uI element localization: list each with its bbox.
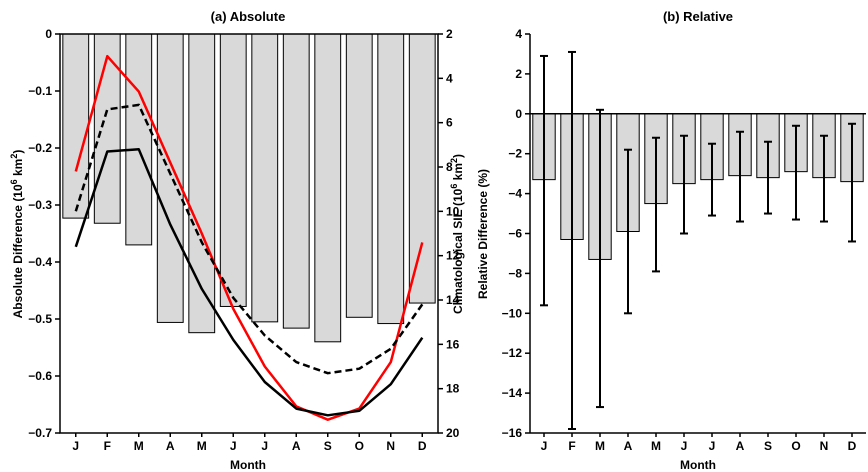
panel-b-title: (b) Relative xyxy=(663,9,733,24)
panel-a-ytick-right-label: 14 xyxy=(446,293,460,307)
panel-b-xtick-label: S xyxy=(764,439,772,453)
panel-b-xtick-label: N xyxy=(820,439,829,453)
panel-b-xtick-label: O xyxy=(791,439,800,453)
panel-a-ylabel-right: Climatological SIE (106 km2) xyxy=(449,154,465,314)
panel-a-ylabel-right-close: ) xyxy=(451,154,465,158)
panel-a-bar xyxy=(62,33,90,219)
panel-a-ylabel: Absolute Difference (106 km2) xyxy=(9,150,25,319)
panel-a-ytick-right-label: 12 xyxy=(446,249,460,263)
panel-a-bar xyxy=(314,33,342,343)
panel-b-xtick-label: M xyxy=(651,439,661,453)
panel-a-xtick-label: F xyxy=(104,439,111,453)
panel-a-ytick-label: −0.7 xyxy=(28,426,52,440)
panel-a-ytick-label: −0.1 xyxy=(28,84,52,98)
panel-a-line-0 xyxy=(74,54,424,421)
panel-a-line-2 xyxy=(74,148,424,417)
panel-b-ytick-label: 4 xyxy=(515,27,522,41)
panel-a-line-1 xyxy=(74,103,424,375)
panel-a-ylabel-sup2: 2 xyxy=(9,154,19,159)
panel-b-ytick-label: 0 xyxy=(515,107,522,121)
panel-a-ytick-right-label: 16 xyxy=(446,337,460,351)
panel-a-ytick-right-label: 8 xyxy=(446,160,453,174)
panel-a-ylabel-sup: 6 xyxy=(9,179,19,184)
panel-a-bar xyxy=(219,33,247,307)
panel-a-ytick-right-label: 20 xyxy=(446,426,460,440)
panel-b-xlabel: Month xyxy=(680,458,716,472)
panel-a-ytick-label: −0.4 xyxy=(28,255,52,269)
panel-a-ylabel-text: Absolute Difference (10 xyxy=(11,184,25,318)
panel-a-bar xyxy=(282,33,310,329)
panel-b-xtick-label: J xyxy=(681,439,688,453)
panel-a-xtick-label: D xyxy=(418,439,427,453)
panel-a-title: (a) Absolute xyxy=(211,9,286,24)
panel-a-ytick-label: −0.2 xyxy=(28,141,52,155)
panel-a-ylabel-right-sup: 6 xyxy=(449,184,459,189)
panel-a-bar xyxy=(408,33,436,304)
panel-a-ylabel-right-unit: km xyxy=(451,163,465,184)
panel-b-xtick-label: M xyxy=(595,439,605,453)
panel-a-xtick-label: A xyxy=(292,439,301,453)
panel-a-ytick-right-label: 6 xyxy=(446,116,453,130)
panel-a-ylabel-right-text: Climatological SIE (10 xyxy=(451,188,465,314)
panel-a-ytick-right-label: 10 xyxy=(446,204,460,218)
panel-b-xtick-label: J xyxy=(709,439,716,453)
panel-a-bar xyxy=(93,33,121,224)
panel-b-ytick-label: −6 xyxy=(508,227,522,241)
panel-a-ylabel-right-sup2: 2 xyxy=(449,158,459,163)
panel-a-ylabel-close: ) xyxy=(11,150,25,154)
panel-a-bars xyxy=(62,33,436,343)
panel-a-ytick-label: −0.3 xyxy=(28,198,52,212)
panel-a-xlabel: Month xyxy=(230,458,266,472)
panel-a-ytick-right-label: 4 xyxy=(446,71,453,85)
panel-a-xtick-label: O xyxy=(355,439,364,453)
panel-a-xtick-label: M xyxy=(197,439,207,453)
panel-a-ylabel-unit: km xyxy=(11,159,25,180)
panel-a-xtick-label: M xyxy=(134,439,144,453)
panel-a-xtick-label: A xyxy=(166,439,175,453)
panel-a-ytick-label: 0 xyxy=(45,27,52,41)
panel-b-xtick-label: D xyxy=(848,439,857,453)
panel-a-bar xyxy=(345,33,373,318)
panel-b-ylabel: Relative Difference (%) xyxy=(476,169,490,299)
panel-b-ytick-label: −10 xyxy=(502,306,523,320)
panel-a-ytick-right-label: 2 xyxy=(446,27,453,41)
panel-a-ytick-label: −0.5 xyxy=(28,312,52,326)
panel-b-errorbars xyxy=(540,50,856,431)
panel-a-lines xyxy=(74,54,424,421)
panel-a-bar xyxy=(125,33,153,246)
panel-a-bar xyxy=(188,33,216,334)
panel-b-ytick-label: −2 xyxy=(508,147,522,161)
panel-b-xtick-label: F xyxy=(568,439,575,453)
panel-a-bar xyxy=(377,33,405,325)
panel-a-ytick-right-label: 18 xyxy=(446,382,460,396)
panel-b-xtick-label: J xyxy=(541,439,548,453)
panel-b-ytick-label: 2 xyxy=(515,67,522,81)
panel-a-ytick-label: −0.6 xyxy=(28,369,52,383)
panel-a-xtick-label: J xyxy=(72,439,79,453)
panel-b-ytick-label: −12 xyxy=(502,346,523,360)
panel-b-ytick-label: −14 xyxy=(502,386,523,400)
panel-a-xtick-label: S xyxy=(324,439,332,453)
panel-b-bars xyxy=(532,113,864,260)
panel-a-bar xyxy=(156,33,184,323)
panel-b-ytick-label: −4 xyxy=(508,187,522,201)
panel-a-xtick-label: J xyxy=(261,439,268,453)
panel-b-ytick-label: −8 xyxy=(508,266,522,280)
panel-b-xtick-label: A xyxy=(624,439,633,453)
panel-b-xtick-label: A xyxy=(736,439,745,453)
panel-a-xtick-label: N xyxy=(386,439,395,453)
panel-b-ytick-label: −16 xyxy=(502,426,523,440)
panel-a-xtick-label: J xyxy=(230,439,237,453)
panel-a-bar xyxy=(251,33,279,323)
panel-a-frame xyxy=(59,33,439,434)
